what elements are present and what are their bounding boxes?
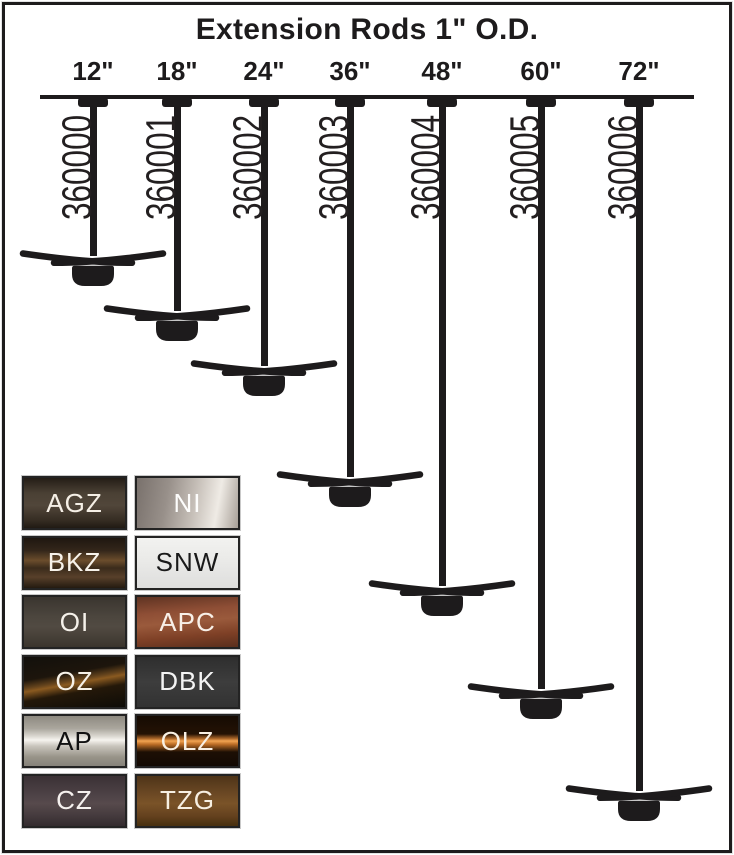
finish-swatch-ni: NI: [134, 475, 241, 531]
finish-code-label: TZG: [160, 785, 215, 815]
extension-rod-icon: [537, 98, 545, 689]
ceiling-fan-icon: [19, 250, 167, 286]
finish-code-label: OLZ: [160, 725, 215, 756]
rod-length-label: 18": [156, 56, 198, 86]
finish-swatch-snw: SNW: [134, 534, 241, 591]
rod-part-number: 360003: [310, 114, 357, 220]
finish-code-label: OZ: [55, 666, 94, 696]
ceiling-fan-icon: [467, 683, 615, 719]
rod-part-number: 360004: [402, 114, 449, 220]
rod-length-label: 12": [72, 56, 114, 86]
finish-swatch-bkz: BKZ: [21, 534, 128, 591]
ceiling-fan-icon: [190, 360, 338, 396]
rod-part-number: 360001: [137, 114, 184, 220]
finish-swatch-ap: AP: [21, 713, 128, 769]
extension-rod-icon: [346, 98, 354, 477]
rod-length-label: 36": [329, 56, 371, 86]
finish-code-label: OI: [59, 606, 90, 637]
finish-swatch-dbk: DBK: [134, 653, 241, 710]
rod-part-number: 360005: [501, 114, 548, 220]
finish-code-label: DBK: [159, 666, 216, 696]
rod-part-number: 360000: [53, 114, 100, 220]
rod-length-label: 24": [243, 56, 285, 86]
rod-length-label: 72": [618, 56, 660, 86]
finish-swatch-tzg: TZG: [134, 772, 241, 829]
finish-swatch-agz: AGZ: [21, 475, 128, 531]
finish-code-label: BKZ: [47, 547, 102, 577]
extension-rod-icon: [89, 98, 97, 256]
rod-part-number: 360002: [224, 114, 271, 220]
rod-length-label: 48": [421, 56, 463, 86]
finish-code-label: CZ: [56, 785, 93, 815]
rod-length-label: 60": [520, 56, 562, 86]
finish-code-label: APC: [159, 606, 216, 637]
finish-swatch-oz: OZ: [21, 653, 128, 710]
rod-part-number: 360006: [599, 114, 646, 220]
finish-swatch-cz: CZ: [21, 772, 128, 829]
finish-swatch-olz: OLZ: [134, 713, 241, 769]
ceiling-fan-icon: [276, 471, 424, 507]
finish-swatch-oi: OI: [21, 594, 128, 650]
ceiling-fan-icon: [103, 305, 251, 341]
extension-rod-icon: [173, 98, 181, 311]
finish-code-label: NI: [173, 487, 202, 518]
finish-code-label: AGZ: [46, 487, 103, 518]
ceiling-line: [40, 95, 694, 99]
extension-rod-icon: [260, 98, 268, 366]
ceiling-fan-icon: [565, 785, 713, 821]
extension-rod-icon: [438, 98, 446, 586]
finish-code-label: SNW: [155, 547, 220, 577]
diagram-title: Extension Rods 1" O.D.: [195, 13, 539, 46]
finish-code-label: AP: [56, 725, 93, 756]
ceiling-fan-icon: [368, 580, 516, 616]
finish-swatch-apc: APC: [134, 594, 241, 650]
extension-rod-icon: [635, 98, 643, 791]
finish-swatch-grid: AGZ BKZ OI OZ AP CZ NI SNW APC DBK OLZ T…: [21, 475, 241, 829]
